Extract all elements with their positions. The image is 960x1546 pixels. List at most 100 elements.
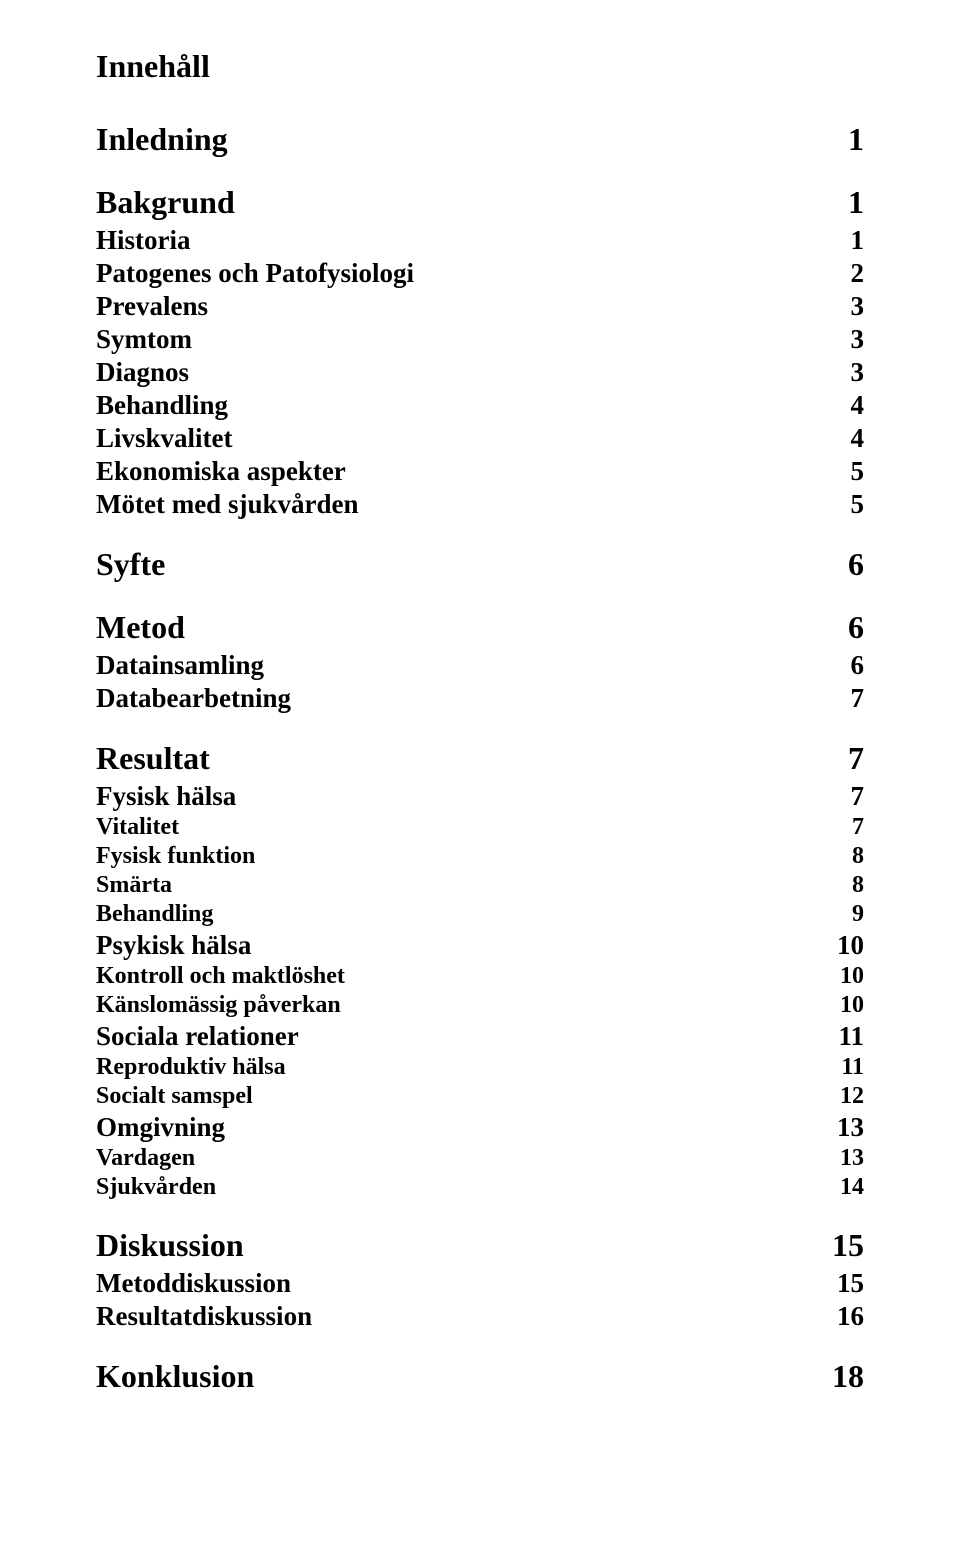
toc-entry-label: Behandling (96, 901, 836, 928)
toc-entry: Socialt samspel 12 (96, 1083, 864, 1110)
toc-entry: Behandling 4 (96, 390, 864, 421)
toc-entry-label: Historia (96, 225, 835, 256)
toc-entry: Patogenes och Patofysiologi 2 (96, 258, 864, 289)
toc-entry-label: Socialt samspel (96, 1083, 824, 1110)
toc-entry-label: Metoddiskussion (96, 1268, 821, 1299)
toc-entry-label: Vardagen (96, 1145, 824, 1172)
toc-entry-page: 10 (821, 930, 864, 961)
toc-entry-label: Metod (96, 609, 832, 646)
toc-entry-label: Inledning (96, 121, 832, 158)
toc-entry: Ekonomiska aspekter 5 (96, 456, 864, 487)
toc-entry-label: Bakgrund (96, 184, 832, 221)
toc-entry-page: 1 (832, 121, 864, 158)
toc-entry: Historia 1 (96, 225, 864, 256)
toc-entry-page: 4 (835, 423, 865, 454)
toc-entry: Inledning 1 (96, 121, 864, 158)
toc-entry-page: 6 (832, 609, 864, 646)
toc-entry-page: 13 (824, 1145, 864, 1172)
toc-entry: Resultatdiskussion 16 (96, 1301, 864, 1332)
toc-entry-page: 8 (836, 872, 864, 899)
toc-entry: Smärta 8 (96, 872, 864, 899)
toc-entry-label: Symtom (96, 324, 835, 355)
toc-entry-label: Syfte (96, 546, 832, 583)
toc-entry-page: 3 (835, 291, 865, 322)
toc-entry-label: Prevalens (96, 291, 835, 322)
toc-entry: Datainsamling 6 (96, 650, 864, 681)
toc-entry-label: Sociala relationer (96, 1021, 822, 1052)
toc-entry-label: Databearbetning (96, 683, 835, 714)
toc-entry-label: Kontroll och maktlöshet (96, 963, 824, 990)
toc-entry: Fysisk hälsa 7 (96, 781, 864, 812)
toc-entry: Diagnos 3 (96, 357, 864, 388)
toc-entry-page: 4 (835, 390, 865, 421)
toc-entry-page: 1 (835, 225, 865, 256)
toc-entry-label: Mötet med sjukvården (96, 489, 835, 520)
toc-entry-label: Omgivning (96, 1112, 821, 1143)
toc-entry: Behandling 9 (96, 901, 864, 928)
toc-entry-page: 9 (836, 901, 864, 928)
toc-title: Innehåll (96, 48, 864, 85)
toc-entry-label: Psykisk hälsa (96, 930, 821, 961)
toc-entry-label: Reproduktiv hälsa (96, 1054, 825, 1081)
toc-entry-label: Diskussion (96, 1227, 816, 1264)
toc-entry-label: Datainsamling (96, 650, 835, 681)
toc-entry-page: 8 (836, 843, 864, 870)
toc-entry-label: Sjukvården (96, 1174, 824, 1201)
toc-entry-page: 11 (825, 1054, 864, 1081)
toc-entry-page: 16 (821, 1301, 864, 1332)
toc-entry-page: 7 (832, 740, 864, 777)
toc-entry-label: Resultatdiskussion (96, 1301, 821, 1332)
toc-entry-label: Behandling (96, 390, 835, 421)
toc-entry: Känslomässig påverkan 10 (96, 992, 864, 1019)
toc-entry: Sociala relationer 11 (96, 1021, 864, 1052)
toc-entry: Prevalens 3 (96, 291, 864, 322)
toc-entry: Reproduktiv hälsa 11 (96, 1054, 864, 1081)
toc-entry: Vitalitet 7 (96, 814, 864, 841)
toc-entry-page: 10 (824, 963, 864, 990)
toc-entry-page: 6 (832, 546, 864, 583)
toc-entry-page: 18 (816, 1358, 864, 1395)
toc-entry: Mötet med sjukvården 5 (96, 489, 864, 520)
toc-entry-page: 1 (832, 184, 864, 221)
toc-entry: Psykisk hälsa 10 (96, 930, 864, 961)
toc-entry-page: 2 (835, 258, 865, 289)
toc-entry-label: Vitalitet (96, 814, 836, 841)
toc-entry-page: 11 (822, 1021, 864, 1052)
toc-entry: Vardagen 13 (96, 1145, 864, 1172)
toc-entry: Databearbetning 7 (96, 683, 864, 714)
toc-entry-page: 3 (835, 324, 865, 355)
toc-entry-page: 7 (836, 814, 864, 841)
toc-entry: Konklusion 18 (96, 1358, 864, 1395)
toc-entry: Omgivning 13 (96, 1112, 864, 1143)
toc-entry-page: 3 (835, 357, 865, 388)
toc-entry-page: 10 (824, 992, 864, 1019)
toc-entry: Symtom 3 (96, 324, 864, 355)
toc-entry: Bakgrund 1 (96, 184, 864, 221)
toc-entry-label: Livskvalitet (96, 423, 835, 454)
toc-entry-label: Smärta (96, 872, 836, 899)
toc-entry-label: Fysisk hälsa (96, 781, 835, 812)
toc-entry: Resultat 7 (96, 740, 864, 777)
toc-entry: Sjukvården 14 (96, 1174, 864, 1201)
toc-entry: Kontroll och maktlöshet 10 (96, 963, 864, 990)
toc-entry: Metoddiskussion 15 (96, 1268, 864, 1299)
toc-entry: Syfte 6 (96, 546, 864, 583)
toc-entry-page: 12 (824, 1083, 864, 1110)
toc-entry-page: 7 (835, 683, 865, 714)
toc-entry-label: Fysisk funktion (96, 843, 836, 870)
toc-entry-label: Diagnos (96, 357, 835, 388)
toc-entry-page: 13 (821, 1112, 864, 1143)
toc-entry-label: Konklusion (96, 1358, 816, 1395)
toc-entry-label: Ekonomiska aspekter (96, 456, 835, 487)
toc-entry-page: 15 (821, 1268, 864, 1299)
toc-entry-page: 15 (816, 1227, 864, 1264)
toc-entry-page: 6 (835, 650, 865, 681)
toc-entry-page: 5 (835, 489, 865, 520)
toc-entry-label: Patogenes och Patofysiologi (96, 258, 835, 289)
toc-entry: Metod 6 (96, 609, 864, 646)
toc-entry-page: 5 (835, 456, 865, 487)
toc-entry: Diskussion 15 (96, 1227, 864, 1264)
toc-entry-label: Känslomässig påverkan (96, 992, 824, 1019)
toc-entry: Fysisk funktion 8 (96, 843, 864, 870)
toc-entry: Livskvalitet 4 (96, 423, 864, 454)
